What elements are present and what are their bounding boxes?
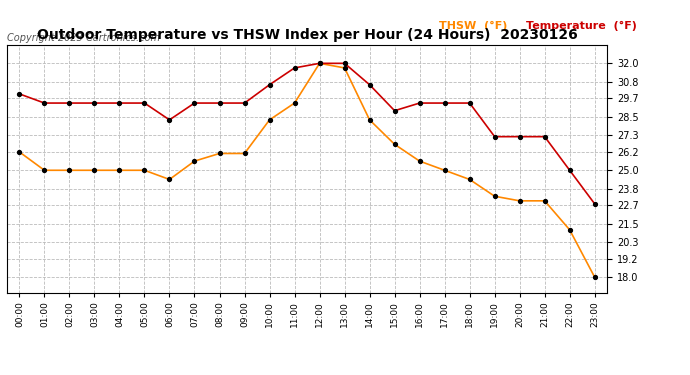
- Title: Outdoor Temperature vs THSW Index per Hour (24 Hours)  20230126: Outdoor Temperature vs THSW Index per Ho…: [37, 28, 578, 42]
- Text: THSW  (°F): THSW (°F): [439, 21, 507, 32]
- Text: Temperature  (°F): Temperature (°F): [526, 21, 637, 32]
- Text: Copyright 2023 Cartronics.com: Copyright 2023 Cartronics.com: [7, 33, 160, 42]
